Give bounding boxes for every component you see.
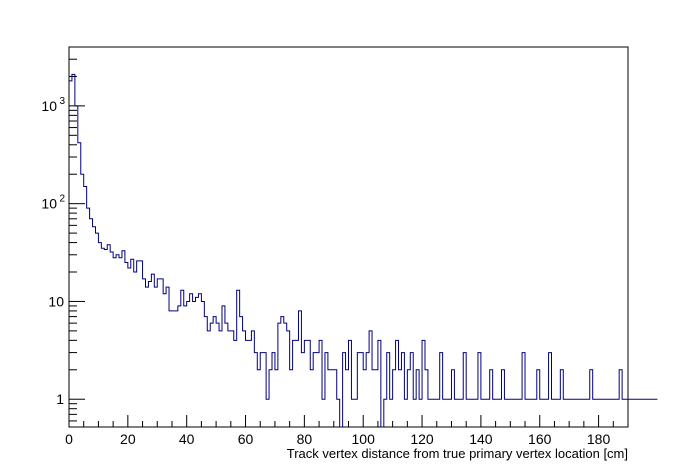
- x-tick-label: 40: [179, 431, 195, 447]
- y-tick-label: 1: [56, 391, 64, 407]
- x-axis-title: Track vertex distance from true primary …: [287, 446, 628, 461]
- y-tick-label: 10: [41, 98, 57, 114]
- y-tick-label: 10: [41, 196, 57, 212]
- x-tick-label: 80: [297, 431, 313, 447]
- y-tick-label-exponent: 3: [59, 96, 65, 107]
- x-axis-tick-labels: 0 20 40 60 80 100 120 140 160 180: [65, 431, 610, 447]
- x-tick-label: 0: [65, 431, 73, 447]
- x-tick-label: 180: [587, 431, 611, 447]
- x-axis-ticks: [68, 415, 629, 427]
- x-tick-label: 140: [469, 431, 493, 447]
- y-axis-ticks: [69, 46, 85, 422]
- histogram-series-line: [69, 73, 658, 428]
- y-tick-label-exponent: 2: [59, 194, 65, 205]
- x-tick-label: 100: [352, 431, 376, 447]
- x-tick-label: 60: [238, 431, 254, 447]
- x-tick-label: 20: [120, 431, 136, 447]
- y-tick-label: 10: [48, 293, 64, 309]
- x-tick-label: 120: [410, 431, 434, 447]
- x-tick-label: 160: [528, 431, 552, 447]
